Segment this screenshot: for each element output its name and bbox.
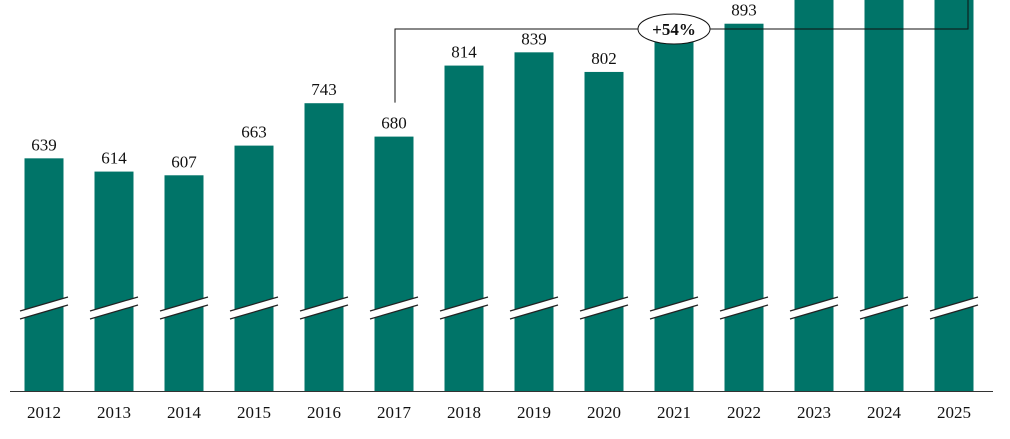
x-tick-labels-layer: 2012 2013 2014 2015 2016 2017 2018 2019 2020 2021…	[27, 403, 971, 422]
axis-break-band-2012	[20, 297, 68, 319]
x-tick-label-2021: 2021	[657, 403, 691, 422]
bar-2024	[864, 0, 904, 391]
bar-2021	[654, 35, 694, 392]
bars-layer	[24, 0, 974, 392]
growth-annotation: +54%	[394, 0, 969, 103]
value-label-2015: 663	[241, 123, 267, 142]
x-tick-label-2023: 2023	[797, 403, 831, 422]
axis-break-edge-top-2020	[579, 296, 629, 312]
x-tick-label-2014: 2014	[167, 403, 202, 422]
x-tick-label-2025: 2025	[937, 403, 971, 422]
bar-2013	[94, 171, 134, 391]
x-tick-label-2020: 2020	[587, 403, 621, 422]
axis-break-edge-bottom-2015	[229, 304, 279, 320]
axis-break-band-2016	[300, 297, 348, 319]
bar-2020	[584, 71, 624, 391]
axis-break-edge-bottom-2025	[929, 304, 979, 320]
value-label-2020: 802	[591, 49, 617, 68]
x-tick-label-2018: 2018	[447, 403, 481, 422]
value-label-2022: 893	[731, 1, 757, 20]
axis-break-edge-top-2019	[509, 296, 559, 312]
axis-break-edge-bottom-2014	[159, 304, 209, 320]
axis-break-band-2013	[90, 297, 138, 319]
axis-break-edge-top-2013	[89, 296, 139, 312]
x-tick-label-2024: 2024	[867, 403, 902, 422]
bar-2023	[794, 0, 834, 391]
axis-break-edge-top-2023	[789, 296, 839, 312]
axis-break-edge-top-2021	[649, 296, 699, 312]
axis-break-edge-top-2016	[299, 296, 349, 312]
value-label-2016: 743	[311, 80, 337, 99]
x-tick-label-2013: 2013	[97, 403, 131, 422]
bar-2022	[724, 23, 764, 392]
value-label-2018: 814	[451, 43, 477, 62]
axis-break-edge-top-2024	[859, 296, 909, 312]
axis-break-band-2024	[860, 297, 908, 319]
value-labels-layer: 6396146076637436808148398028718939571.02…	[31, 1, 757, 172]
axis-break-edge-bottom-2017	[369, 304, 419, 320]
bar-2017	[374, 136, 414, 391]
axis-break-edge-top-2017	[369, 296, 419, 312]
x-tick-label-2016: 2016	[307, 403, 341, 422]
bar-2012	[24, 158, 64, 391]
x-tick-label-2012: 2012	[27, 403, 61, 422]
axis-break-edge-bottom-2019	[509, 304, 559, 320]
bar-2015	[234, 145, 274, 391]
annotation-label: +54%	[652, 20, 696, 39]
axis-break-edge-bottom-2012	[19, 304, 69, 320]
axis-break-marks	[19, 296, 979, 320]
x-tick-label-2015: 2015	[237, 403, 271, 422]
axis-break-band-2019	[510, 297, 558, 319]
axis-break-edge-top-2014	[159, 296, 209, 312]
bar-2018	[444, 65, 484, 391]
axis-break-edge-bottom-2020	[579, 304, 629, 320]
bar-2016	[304, 103, 344, 392]
value-label-2014: 607	[171, 152, 197, 171]
axis-break-band-2021	[650, 297, 698, 319]
axis-break-edge-bottom-2016	[299, 304, 349, 320]
axis-break-edge-bottom-2023	[789, 304, 839, 320]
axis-break-edge-top-2015	[229, 296, 279, 312]
axis-break-band-2020	[580, 297, 628, 319]
axis-break-band-2015	[230, 297, 278, 319]
value-label-2012: 639	[31, 135, 57, 154]
axis-break-edge-bottom-2013	[89, 304, 139, 320]
axis-break-edge-top-2022	[719, 296, 769, 312]
axis-break-band-2025	[930, 297, 978, 319]
axis-break-edge-top-2012	[19, 296, 69, 312]
axis-break-edge-bottom-2022	[719, 304, 769, 320]
axis-break-edge-bottom-2024	[859, 304, 909, 320]
axis-break-edge-bottom-2021	[649, 304, 699, 320]
axis-break-edge-top-2025	[929, 296, 979, 312]
bar-2025	[934, 0, 974, 392]
axis-break-band-2014	[160, 297, 208, 319]
bar-2014	[164, 175, 204, 391]
x-tick-label-2022: 2022	[727, 403, 761, 422]
axis-break-band-2022	[720, 297, 768, 319]
bar-2019	[514, 52, 554, 392]
value-label-2019: 839	[521, 29, 547, 48]
annotation-ellipse	[637, 13, 711, 45]
value-label-2013: 614	[101, 149, 127, 168]
axis-break-band-2023	[790, 297, 838, 319]
axis-break-edge-top-2018	[439, 296, 489, 312]
x-tick-label-2017: 2017	[377, 403, 412, 422]
x-tick-label-2019: 2019	[517, 403, 551, 422]
axis-break-edge-bottom-2018	[439, 304, 489, 320]
axis-break-band-2017	[370, 297, 418, 319]
value-label-2017: 680	[381, 114, 407, 133]
axis-break-band-2018	[440, 297, 488, 319]
